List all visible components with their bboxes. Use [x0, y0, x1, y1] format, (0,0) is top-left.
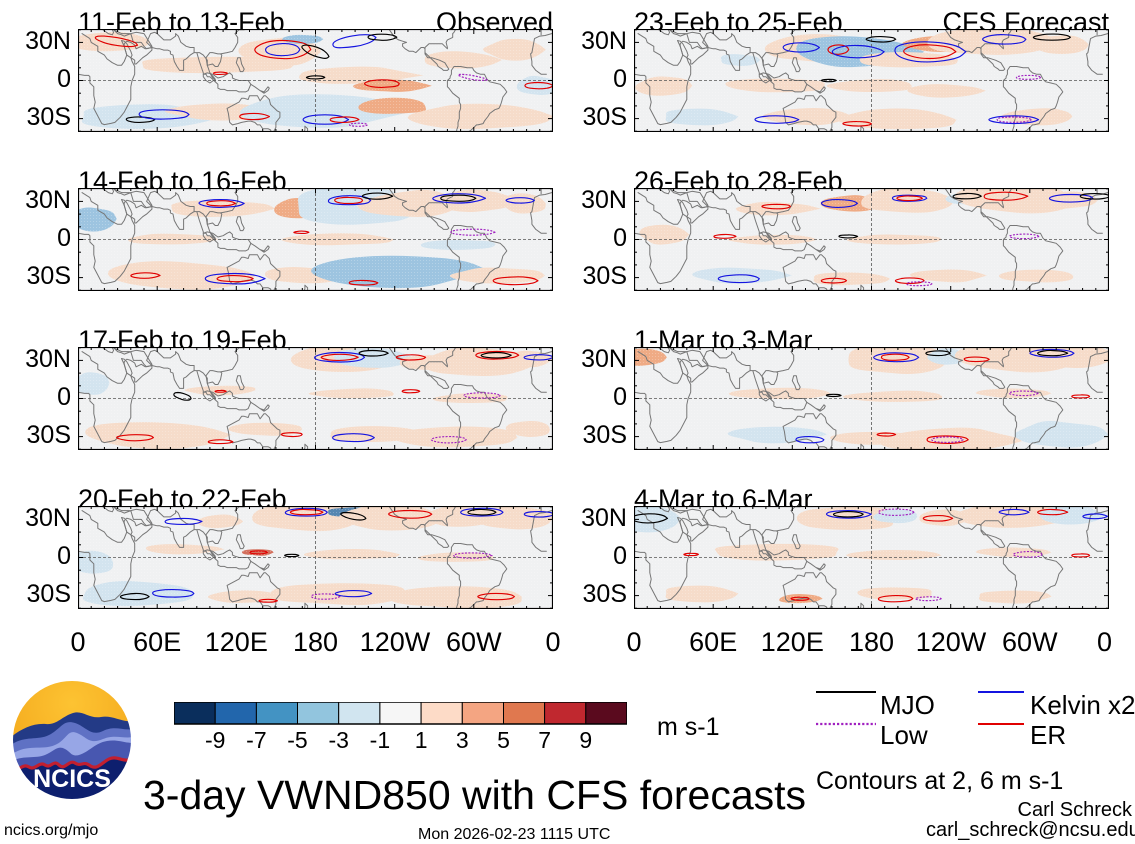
- svg-text:9: 9: [579, 727, 592, 753]
- svg-text:-5: -5: [287, 727, 307, 753]
- svg-text:3: 3: [456, 727, 469, 753]
- svg-text:NCICS: NCICS: [33, 765, 111, 793]
- svg-text:-1: -1: [370, 727, 390, 753]
- svg-text:7: 7: [538, 727, 551, 753]
- svg-text:5: 5: [497, 727, 510, 753]
- svg-text:1: 1: [415, 727, 428, 753]
- svg-text:-9: -9: [205, 727, 225, 753]
- svg-text:-3: -3: [328, 727, 348, 753]
- svg-text:-7: -7: [246, 727, 266, 753]
